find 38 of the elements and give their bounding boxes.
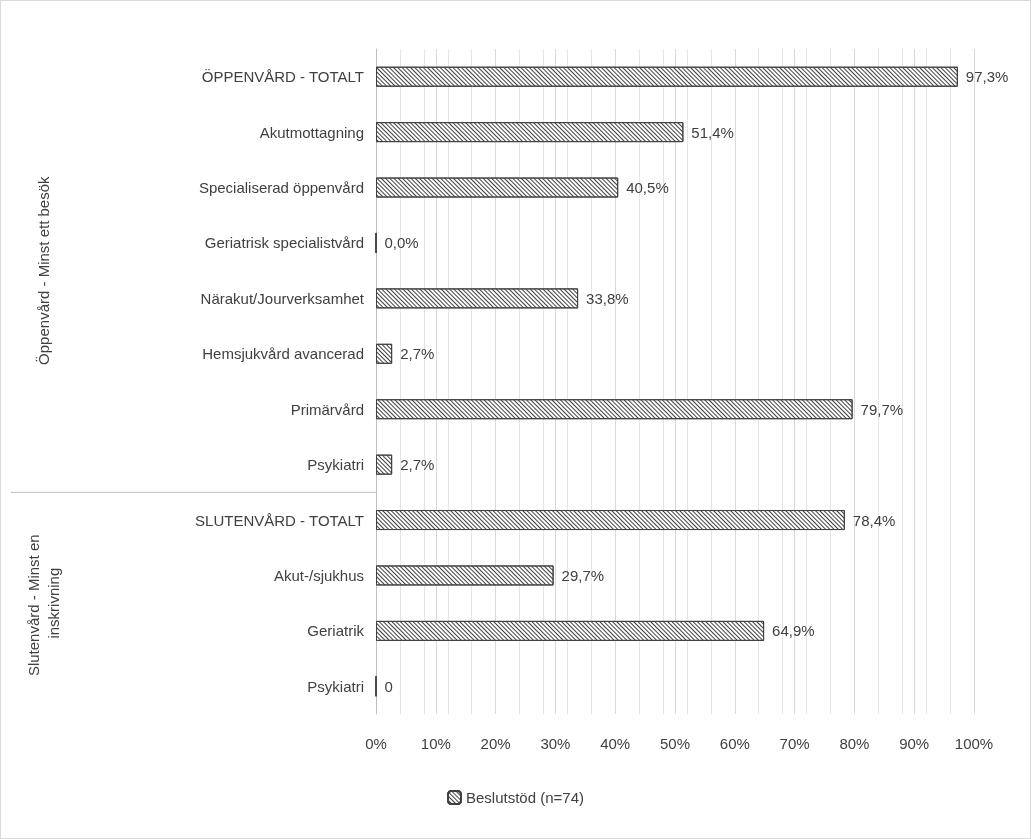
legend-label: Beslutstöd (n=74)	[466, 789, 585, 806]
data-label: 78,4%	[852, 511, 896, 529]
x-tick-label: 10%	[420, 735, 451, 752]
y-tick-label: ÖPPENVÅRD - TOTALT	[201, 68, 364, 86]
x-tick-label: 90%	[899, 735, 930, 752]
y-tick-label: SLUTENVÅRD - TOTALT	[195, 511, 364, 529]
x-tick-label: 60%	[719, 735, 750, 752]
y-tick-label: Psykiatri	[307, 677, 364, 695]
data-label: 97,3%	[965, 68, 1009, 86]
x-tick-label: 100%	[954, 735, 994, 752]
y-tick-label: Närakut/Jourverksamhet	[200, 289, 365, 307]
y-tick-label: Psykiatri	[307, 456, 364, 474]
data-label: 40,5%	[626, 179, 669, 197]
data-label: 51,4%	[691, 123, 734, 141]
y-tick-label: Akut-/sjukhus	[273, 566, 364, 584]
data-label: 0,0%	[384, 234, 419, 252]
data-label: 2,7%	[400, 345, 435, 363]
text: Öppenvård - Minst ett besök	[34, 175, 52, 365]
data-label: 79,7%	[860, 400, 904, 418]
x-tick-label: 0%	[365, 735, 387, 752]
data-label: 33,8%	[586, 289, 629, 307]
data-label: 29,7%	[561, 566, 605, 584]
y-tick-label: Specialiserad öppenvård	[198, 179, 364, 197]
x-tick-label: 70%	[779, 735, 810, 752]
x-tick-label: 80%	[839, 735, 870, 752]
y-tick-label: Geriatrik	[307, 622, 365, 640]
y-tick-label: Akutmottagning	[259, 123, 364, 141]
data-label: 0	[384, 677, 393, 695]
y-tick-label: Hemsjukvård avancerad	[202, 345, 364, 363]
x-tick-label: 40%	[600, 735, 631, 752]
y-tick-label: Primärvård	[290, 400, 364, 418]
y-tick-label: Geriatrisk specialistvård	[204, 234, 364, 252]
x-tick-label: 30%	[540, 735, 571, 752]
data-label: 2,7%	[400, 456, 435, 474]
x-tick-label: 20%	[480, 735, 511, 752]
text: Slutenvård - Minst en inskrivning	[24, 530, 62, 677]
data-label: 64,9%	[772, 622, 815, 640]
x-tick-label: 50%	[659, 735, 691, 752]
